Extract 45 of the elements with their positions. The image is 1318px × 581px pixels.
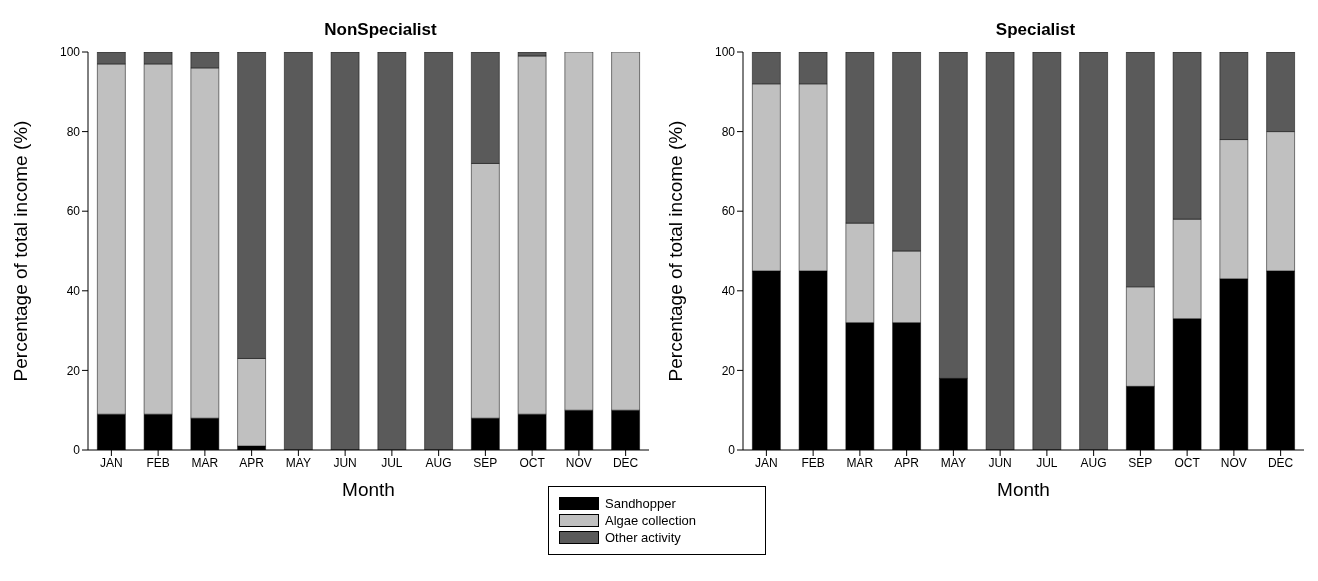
x-tick-label: FEB xyxy=(146,455,170,470)
x-tick-label: JUN xyxy=(333,455,357,470)
x-tick-label: JAN xyxy=(100,455,123,470)
y-tick-label: 60 xyxy=(721,204,736,219)
y-tick-label: 100 xyxy=(59,45,81,60)
x-tick-label: DEC xyxy=(612,455,639,470)
legend-label: Other activity xyxy=(605,530,681,545)
y-tick-label: 80 xyxy=(66,124,81,139)
x-tick-label: MAR xyxy=(191,455,219,470)
x-tick-label: JUL xyxy=(381,455,403,470)
y-tick-label: 0 xyxy=(73,443,81,458)
y-tick-label: 20 xyxy=(66,363,81,378)
y-tick-label: 100 xyxy=(714,45,736,60)
x-tick-label: APR xyxy=(894,455,920,470)
x-tick-label: FEB xyxy=(801,455,825,470)
x-tick-label: MAY xyxy=(285,455,311,470)
x-tick-label: JAN xyxy=(755,455,778,470)
x-tick-label: AUG xyxy=(1080,455,1107,470)
y-tick-label: 40 xyxy=(721,284,736,299)
x-tick-label: DEC xyxy=(1267,455,1294,470)
x-tick-label: APR xyxy=(239,455,265,470)
y-axis-title: Percentage of total income (%) xyxy=(9,120,31,382)
y-tick-label: 40 xyxy=(66,284,81,299)
x-tick-label: SEP xyxy=(473,455,498,470)
y-tick-label: 0 xyxy=(728,443,736,458)
y-tick-label: 60 xyxy=(66,204,81,219)
x-tick-label: MAY xyxy=(940,455,966,470)
chart-title: NonSpecialist xyxy=(323,20,438,40)
x-tick-label: NOV xyxy=(565,455,592,470)
x-axis-title: Month xyxy=(342,479,395,500)
x-tick-label: MAR xyxy=(846,455,874,470)
x-tick-label: JUN xyxy=(988,455,1012,470)
chart-title: Specialist xyxy=(994,20,1077,40)
legend-label: Sandhopper xyxy=(605,496,676,511)
legend-label: Algae collection xyxy=(605,513,697,528)
x-tick-label: AUG xyxy=(425,455,452,470)
y-tick-label: 80 xyxy=(721,124,736,139)
x-axis-title: Month xyxy=(997,479,1050,500)
x-tick-label: NOV xyxy=(1220,455,1247,470)
x-tick-label: OCT xyxy=(519,455,546,470)
x-tick-label: OCT xyxy=(1174,455,1201,470)
x-tick-label: JUL xyxy=(1036,455,1058,470)
y-tick-label: 20 xyxy=(721,363,736,378)
x-tick-label: SEP xyxy=(1128,455,1153,470)
y-axis-title: Percentage of total income (%) xyxy=(664,120,686,382)
